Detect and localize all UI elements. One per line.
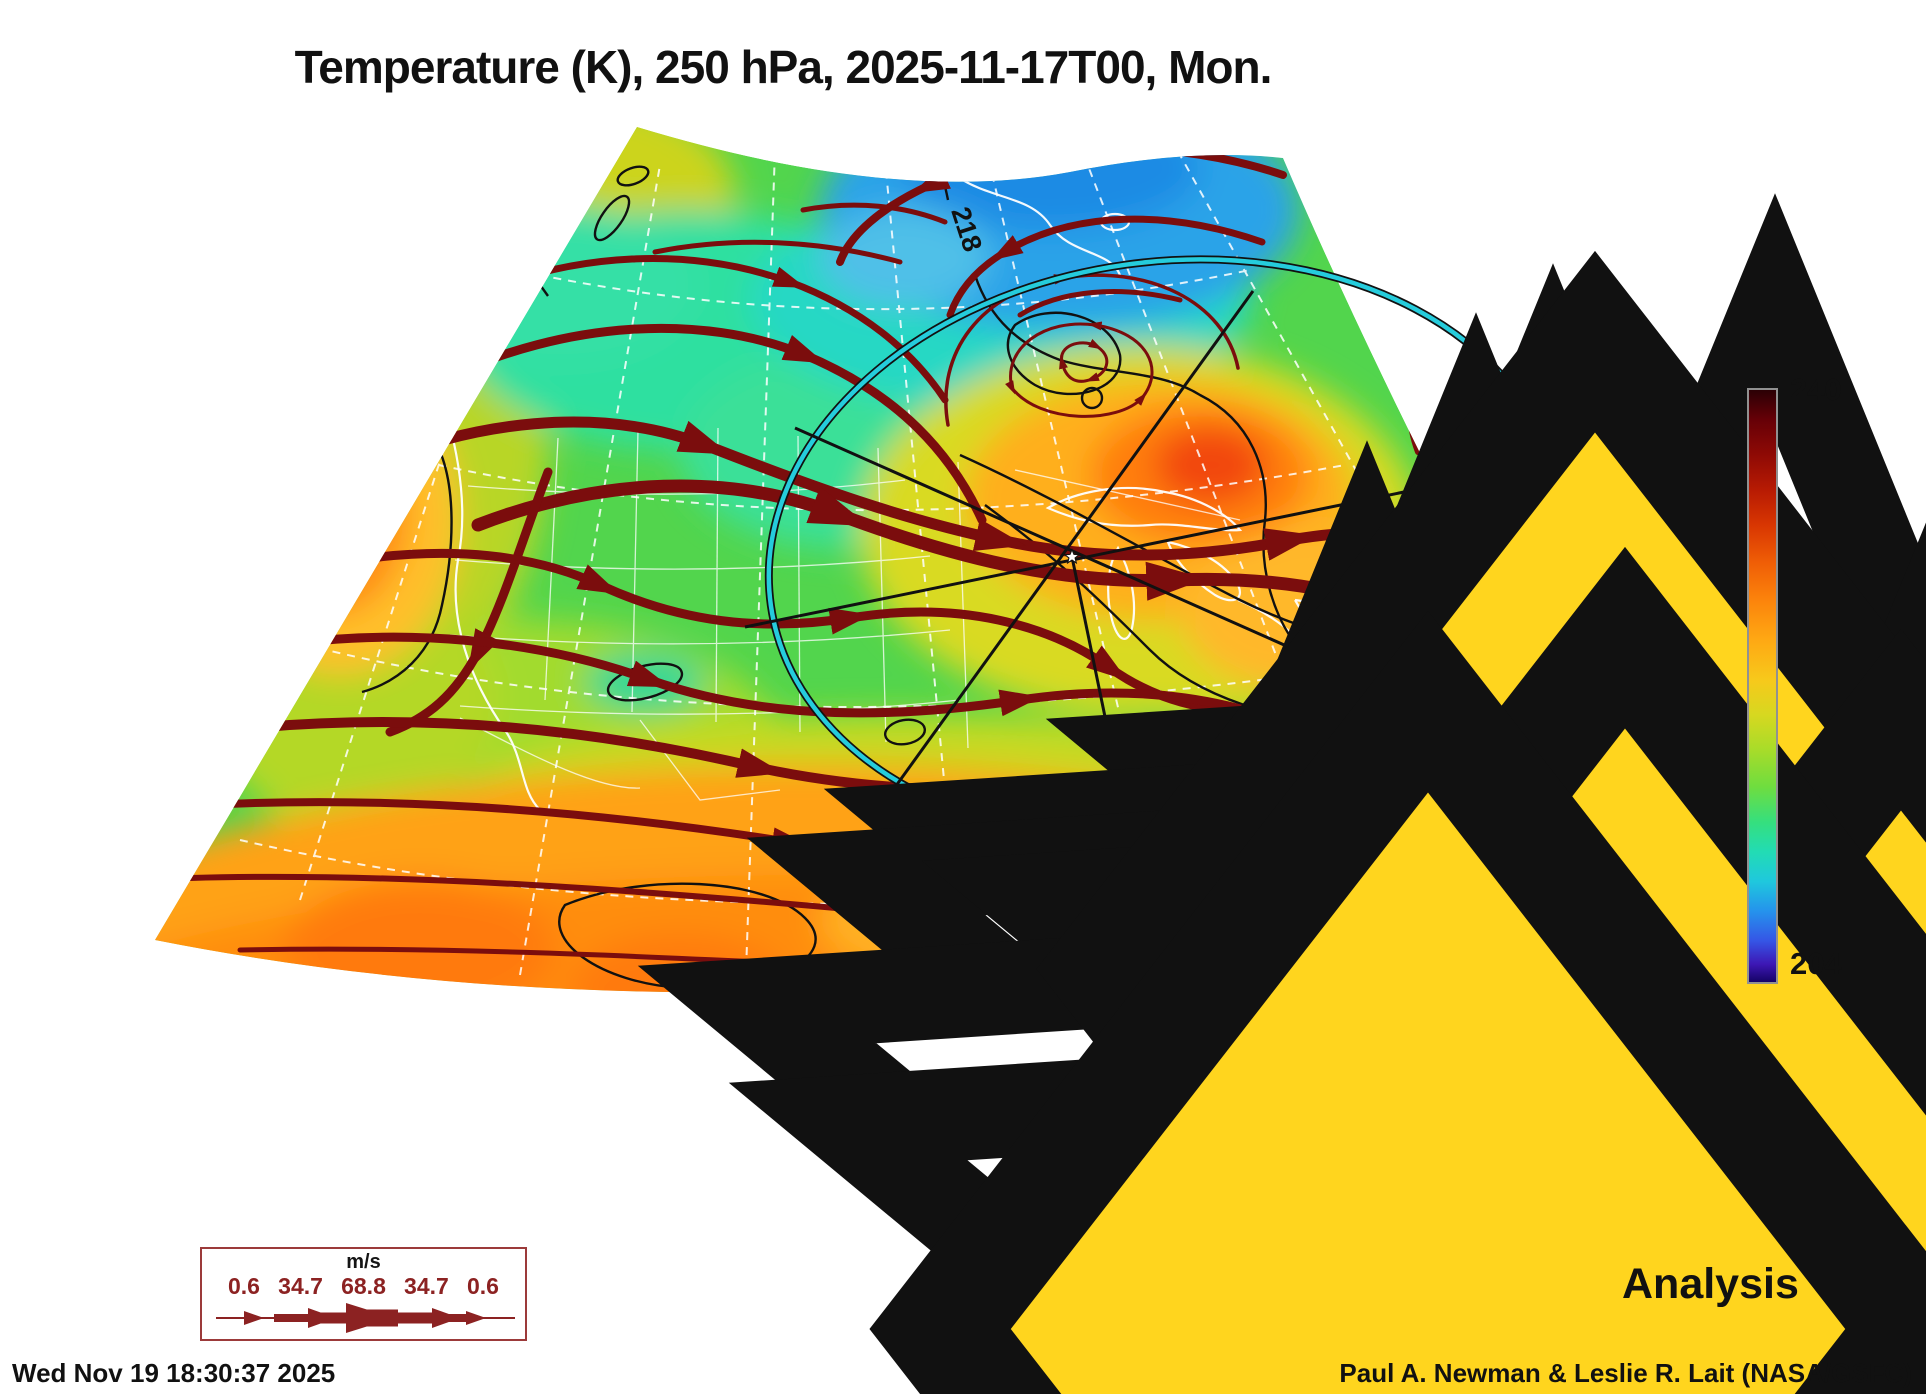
wind-value: 68.8 [341,1273,386,1299]
temperature-colorbar [1747,388,1778,984]
wind-value-row: 0.6 34.7 68.8 34.7 0.6 [202,1273,525,1300]
analysis-label: Analysis [1622,1260,1799,1308]
wind-scale-glyph [216,1303,515,1333]
wind-value: 0.6 [466,1273,499,1299]
wind-unit-label: m/s [346,1251,381,1273]
wind-value: 0.6 [228,1273,260,1299]
wind-value: 34.7 [404,1273,449,1299]
page-title: Temperature (K), 250 hPa, 2025-11-17T00,… [294,41,1273,93]
colorbar-min-label: 204 [1790,946,1842,981]
wind-value: 34.7 [278,1273,323,1299]
colorbar-max-label: 240 [1790,372,1842,407]
generated-timestamp: Wed Nov 19 18:30:37 2025 [12,1358,336,1388]
wind-speed-legend: m/s 0.6 34.7 68.8 34.7 0.6 [200,1247,527,1341]
credit-line: Paul A. Newman & Leslie R. Lait (NASA/GS… [1339,1358,1912,1388]
